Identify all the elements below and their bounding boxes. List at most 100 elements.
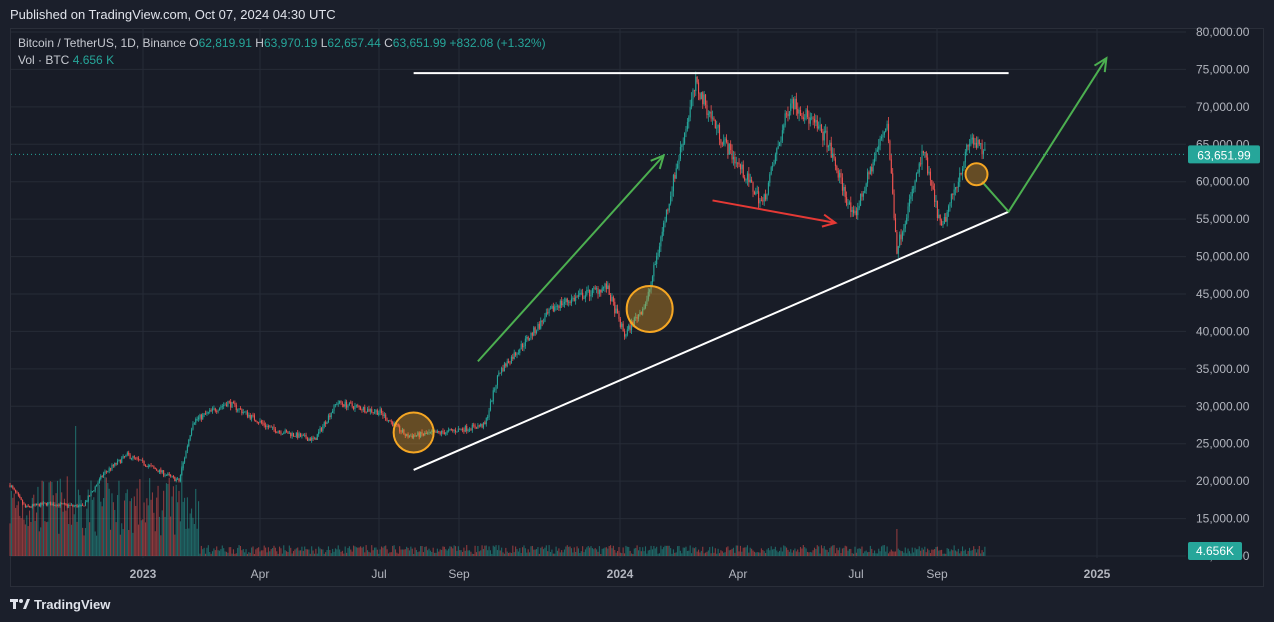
candle-body [515, 352, 517, 356]
volume-bar [86, 508, 88, 556]
candle-body [301, 435, 303, 437]
candle-body [959, 172, 961, 183]
candle-body [681, 145, 683, 147]
volume-bar [202, 549, 204, 556]
volume-bar [502, 552, 504, 556]
volume-bar [434, 552, 436, 556]
candle-body [480, 424, 482, 427]
candle-body [471, 424, 473, 431]
volume-bar [526, 552, 528, 556]
candle-body [312, 437, 314, 439]
candle-body [502, 367, 504, 372]
volume-bar [861, 546, 863, 556]
symbol-name[interactable]: Bitcoin / TetherUS, 1D, Binance [18, 36, 186, 50]
candle-body [118, 459, 120, 461]
candle-body [464, 426, 466, 432]
price-tick-label: 55,000.00 [1196, 212, 1250, 226]
candle-body [879, 138, 881, 146]
volume-bar [677, 546, 679, 556]
volume-bar [329, 550, 331, 556]
candle-body [563, 302, 566, 304]
volume-bar [45, 522, 47, 556]
candle-body [20, 497, 22, 500]
candle-body [294, 435, 296, 437]
candle-body [82, 504, 84, 506]
candle-body [749, 179, 751, 183]
candle-body [579, 293, 581, 295]
volume-bar [889, 551, 891, 556]
volume-bar [23, 519, 25, 556]
last-price-badge [1188, 145, 1260, 164]
candle-body [292, 433, 295, 436]
volume-bar [908, 551, 911, 556]
volume-bar [481, 545, 483, 556]
candle-body [678, 158, 680, 165]
candle-body [559, 300, 561, 309]
candle-body [769, 174, 771, 183]
candle-body [767, 182, 769, 194]
volume-bar [583, 552, 585, 556]
candle-body [612, 296, 614, 302]
volume-bar [418, 551, 420, 556]
volume-bar [340, 551, 342, 556]
candle-body [65, 503, 67, 505]
volume-bar [404, 549, 406, 556]
volume-bar [12, 497, 14, 556]
volume-bar [44, 521, 46, 556]
candle-body [135, 457, 137, 459]
volume-bar [449, 546, 451, 556]
volume-bar [784, 546, 786, 556]
volume-bar [34, 520, 36, 556]
volume-bar [649, 549, 651, 556]
candle-body [780, 140, 782, 143]
volume-bar [110, 529, 112, 556]
candle-body [223, 405, 225, 406]
volume-bar [227, 552, 229, 556]
candle-body [96, 485, 98, 487]
volume-bar [393, 545, 395, 556]
volume-bar [320, 549, 323, 556]
candle-body [256, 421, 258, 423]
price-tick-label: 60,000.00 [1196, 175, 1250, 189]
candle-body [287, 431, 289, 434]
candle-body [554, 306, 556, 311]
candle-body [615, 308, 617, 314]
volume-bar [689, 545, 691, 556]
candle-body [19, 495, 21, 498]
volume-label[interactable]: Vol · BTC [18, 53, 70, 67]
candle-body [689, 107, 691, 118]
candle-body [593, 287, 595, 289]
footer-brand[interactable]: TradingView [10, 597, 110, 612]
volume-bar [386, 549, 388, 556]
volume-bar [27, 526, 29, 556]
volume-bar [598, 546, 600, 556]
volume-bar [103, 498, 105, 556]
chart-frame[interactable] [10, 28, 1264, 587]
volume-bar [272, 547, 274, 556]
candle-body [198, 417, 200, 420]
candle-body [766, 193, 768, 200]
candle-body [809, 117, 811, 124]
volume-bar [901, 551, 904, 556]
candle-body [971, 137, 973, 140]
support-trendline [413, 210, 1010, 471]
volume-bar [586, 547, 588, 556]
volume-bar [787, 549, 789, 556]
volume-bar [371, 545, 373, 556]
volume-bar [158, 516, 160, 556]
candle-body [501, 367, 503, 374]
candle-body [781, 130, 783, 141]
candle-body [692, 90, 694, 100]
candle-body [319, 428, 321, 432]
candle-body [77, 505, 79, 508]
volume-bar [920, 550, 922, 556]
volume-bar [927, 548, 929, 556]
candle-body [693, 90, 695, 92]
candle-body [297, 432, 299, 438]
volume-bar [984, 546, 986, 556]
volume-bar [199, 553, 201, 556]
candle-body [915, 173, 917, 181]
volume-bar [685, 546, 687, 556]
candle-body [351, 403, 353, 407]
